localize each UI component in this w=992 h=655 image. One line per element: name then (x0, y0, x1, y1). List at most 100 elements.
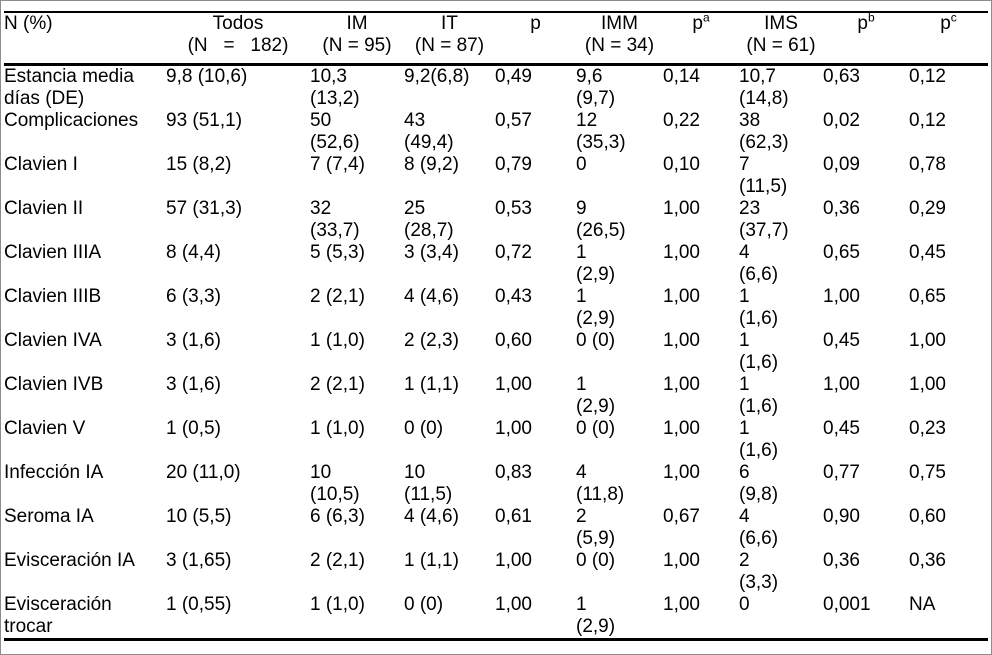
data-cell: 0 (0) (576, 418, 616, 439)
header-it: IT (N = 87) (404, 12, 495, 66)
data-cell: 1 (0,5) (166, 418, 221, 439)
header-ims: IMS (N = 61) (739, 12, 823, 66)
header-im: IM (N = 95) (310, 12, 404, 66)
header-p: p (495, 12, 576, 66)
data-cell: 4 (6,6) (739, 242, 779, 285)
data-cell: 1,00 (663, 550, 700, 571)
table-row: Estancia media días (DE) 9,8 (10,6) 10,3 (… (4, 65, 988, 111)
header-p-a: pa (663, 12, 739, 66)
table-row: Evisceración IA 3 (1,65) 2 (2,1) 1 (1,1) 1,0… (4, 550, 988, 594)
data-cell: 7 (7,4) (310, 154, 365, 175)
data-cell: 93 (51,1) (166, 110, 243, 131)
data-cell: 1,00 (663, 330, 700, 351)
data-cell: 1 (1,0) (310, 594, 365, 615)
data-cell: 1 (2,9) (576, 594, 616, 637)
header-p-c: pc (909, 12, 988, 66)
data-cell: 0,61 (495, 506, 532, 527)
data-cell: 0,29 (909, 198, 946, 219)
row-label: Infección IA (4, 462, 104, 483)
row-label: Estancia media días (DE) (4, 66, 134, 109)
data-cell: 3 (1,6) (166, 330, 221, 351)
data-cell: 3 (1,65) (166, 550, 232, 571)
data-cell: 9 (26,5) (576, 198, 626, 241)
data-cell: 0,77 (823, 462, 860, 483)
data-cell: 20 (11,0) (166, 462, 241, 483)
data-cell: 0 (0) (404, 418, 444, 439)
data-cell: 10,3 (13,2) (310, 66, 360, 109)
data-cell: 0,22 (663, 110, 700, 131)
data-cell: 8 (9,2) (404, 154, 459, 175)
data-cell: 6 (9,8) (739, 462, 779, 505)
data-cell: 2 (2,1) (310, 286, 365, 307)
data-cell: 10 (5,5) (166, 506, 232, 527)
data-cell: 0,60 (909, 506, 946, 527)
data-cell: 2 (3,3) (739, 550, 779, 593)
data-cell: 1,00 (663, 374, 700, 395)
table-row: Clavien I 15 (8,2) 7 (7,4) 8 (9,2) 0,79 0 0,10… (4, 154, 988, 198)
data-cell: 5 (5,3) (310, 242, 365, 263)
data-cell: 0,43 (495, 286, 532, 307)
data-cell: 9,2(6,8) (404, 66, 470, 87)
data-cell: 1 (1,6) (739, 330, 779, 373)
data-cell: 10,7 (14,8) (739, 66, 789, 109)
row-label: Evisceración IA (4, 550, 135, 571)
data-cell: 0,23 (909, 418, 946, 439)
data-cell: 57 (31,3) (166, 198, 243, 219)
data-cell: 0 (0) (404, 594, 444, 615)
row-label: Clavien II (4, 198, 84, 219)
header-p-b: pb (823, 12, 909, 66)
data-cell: 4 (4,6) (404, 286, 459, 307)
data-cell: 1 (1,1) (404, 374, 459, 395)
data-cell: NA (909, 594, 936, 615)
data-cell: 1,00 (663, 286, 700, 307)
data-cell: 0,63 (823, 66, 860, 87)
data-cell: 0 (576, 154, 587, 175)
data-cell: 0 (739, 594, 750, 615)
data-cell: 0,45 (909, 242, 946, 263)
data-cell: 0,78 (909, 154, 946, 175)
data-cell: 4 (4,6) (404, 506, 459, 527)
row-label: Clavien IIIB (4, 286, 102, 307)
row-label: Seroma IA (4, 506, 94, 527)
data-cell: 0,45 (823, 330, 860, 351)
data-cell: 0,83 (495, 462, 532, 483)
data-cell: 0,65 (909, 286, 946, 307)
table-container: N (%) Todos (N = 182) IM (N = 95) IT (N = 8… (4, 11, 988, 641)
data-cell: 3 (3,4) (404, 242, 459, 263)
data-cell: 1,00 (663, 198, 700, 219)
data-cell: 0,12 (909, 110, 946, 131)
data-cell: 1 (1,0) (310, 330, 365, 351)
row-label: Clavien I (4, 154, 78, 175)
data-cell: 1,00 (663, 594, 700, 615)
data-cell: 2 (5,9) (576, 506, 616, 549)
row-label: Clavien IVA (4, 330, 102, 351)
data-cell: 23 (37,7) (739, 198, 789, 241)
data-cell: 1,00 (495, 550, 532, 571)
data-cell: 1 (2,9) (576, 286, 616, 329)
data-cell: 1 (2,9) (576, 242, 616, 285)
table-row: Infección IA 20 (11,0) 10 (10,5) 10 (11,5) 0… (4, 462, 988, 506)
header-imm: IMM (N = 34) (576, 12, 663, 66)
data-cell: 0,09 (823, 154, 860, 175)
data-cell: 10 (11,5) (404, 462, 453, 505)
data-cell: 0,36 (823, 198, 860, 219)
row-label: Complicaciones (4, 110, 139, 131)
table-body: Estancia media días (DE) 9,8 (10,6) 10,3 (… (4, 65, 988, 640)
data-cell: 38 (62,3) (739, 110, 789, 153)
data-cell: 0,67 (663, 506, 700, 527)
data-cell: 0,12 (909, 66, 946, 87)
data-cell: 10 (10,5) (310, 462, 360, 505)
data-cell: 0,02 (823, 110, 860, 131)
data-cell: 8 (4,4) (166, 242, 221, 263)
table-row: Complicaciones 93 (51,1) 50 (52,6) 43 (49,4… (4, 110, 988, 154)
data-cell: 0,53 (495, 198, 532, 219)
data-cell: 0,65 (823, 242, 860, 263)
data-cell: 15 (8,2) (166, 154, 232, 175)
data-cell: 0,75 (909, 462, 946, 483)
table-row: Clavien IIIB 6 (3,3) 2 (2,1) 4 (4,6) 0,43 1 (… (4, 286, 988, 330)
data-cell: 3 (1,6) (166, 374, 221, 395)
data-cell: 0,45 (823, 418, 860, 439)
table-header: N (%) Todos (N = 182) IM (N = 95) IT (N = 8… (4, 12, 988, 66)
data-cell: 9,8 (10,6) (166, 66, 248, 87)
data-cell: 0,14 (663, 66, 700, 87)
